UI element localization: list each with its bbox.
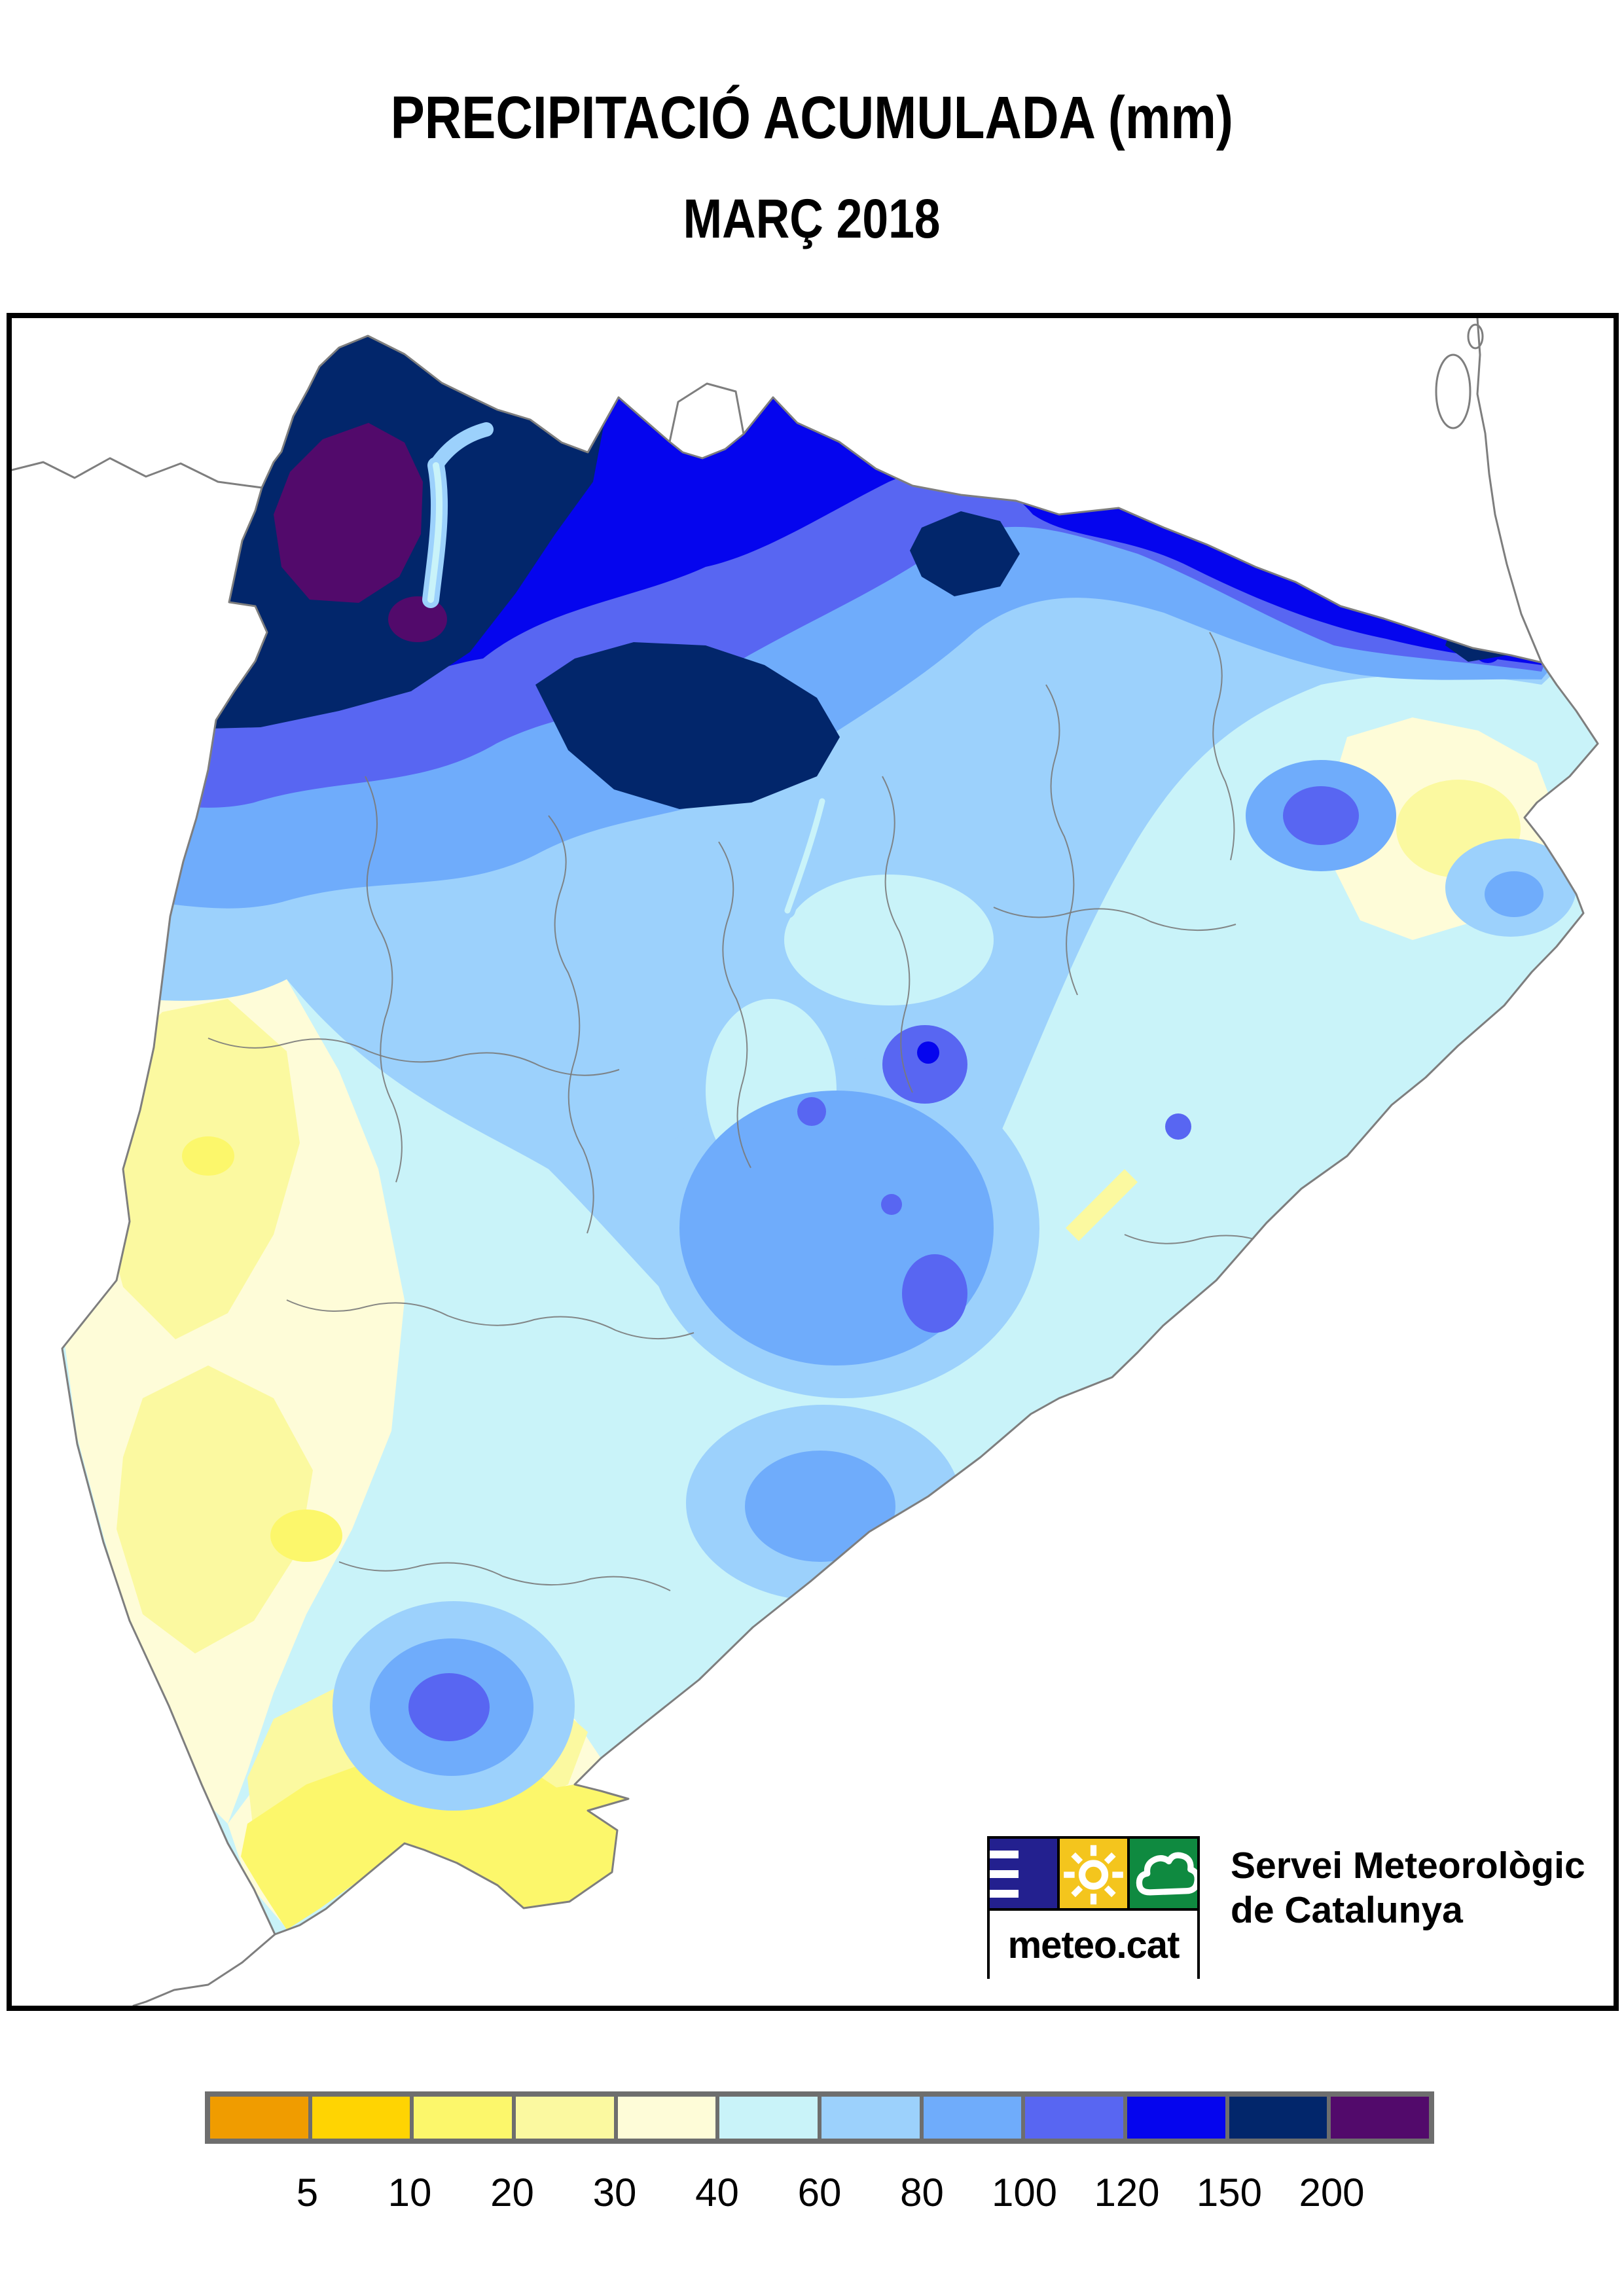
organization-name-line2: de Catalunya — [1231, 1889, 1463, 1931]
logo-brand-text: meteo.cat — [990, 1911, 1197, 1979]
legend-label: 5 — [296, 2171, 319, 2214]
french-coastline — [1476, 318, 1543, 664]
legend-cell — [312, 2097, 410, 2139]
legend-label: 80 — [900, 2171, 944, 2214]
legend-cell — [1127, 2097, 1225, 2139]
page-title-text: PRECIPITACIÓ ACUMULADA (mm) — [390, 84, 1234, 151]
legend-label: 40 — [695, 2171, 739, 2214]
legend-cell — [719, 2097, 818, 2139]
catalonia-outline — [61, 334, 1599, 1936]
flag-bars-icon — [990, 1839, 1057, 1908]
precipitation-fill-layers — [62, 336, 1598, 1934]
french-lagoon-small — [1467, 323, 1484, 350]
legend-cell — [1331, 2097, 1430, 2139]
organization-name-line1: Servei Meteorològic — [1231, 1845, 1585, 1887]
legend-label: 120 — [1094, 2171, 1160, 2214]
legend-label: 200 — [1299, 2171, 1365, 2214]
andorra-border-line — [668, 382, 745, 443]
legend-labels: 5 10 20 30 40 60 80 100 120 150 200 — [205, 2170, 1434, 2216]
legend-label: 30 — [592, 2171, 637, 2214]
map-frame — [7, 313, 1619, 2011]
legend-label: 10 — [388, 2171, 432, 2214]
legend-label: 20 — [490, 2171, 534, 2214]
legend-cell — [1025, 2097, 1124, 2139]
legend-label: 60 — [797, 2171, 842, 2214]
comarca-boundaries — [208, 632, 1365, 1814]
legend-cell — [617, 2097, 716, 2139]
legend-cell — [414, 2097, 513, 2139]
page-subtitle-text: MARÇ 2018 — [683, 188, 941, 249]
organization-name: Servei Meteorològic de Catalunya — [1231, 1843, 1585, 1932]
legend-label: 100 — [991, 2171, 1058, 2214]
legend-cell — [210, 2097, 308, 2139]
outside-boundaries — [12, 318, 1543, 2006]
french-lagoon — [1435, 353, 1471, 429]
france-aragon-border-line — [12, 457, 263, 489]
legend-cell — [821, 2097, 920, 2139]
legend-color-bar — [205, 2091, 1434, 2144]
meteocat-logo: meteo.cat — [987, 1836, 1200, 1979]
legend-label: 150 — [1196, 2171, 1263, 2214]
page-subtitle: MARÇ 2018 — [0, 187, 1624, 251]
cloud-icon — [1130, 1839, 1197, 1908]
layer-over-200 — [274, 423, 447, 642]
legend-cell — [1229, 2097, 1327, 2139]
page-title: PRECIPITACIÓ ACUMULADA (mm) — [0, 84, 1624, 153]
legend-cell — [516, 2097, 614, 2139]
catalonia-precipitation-map — [12, 318, 1599, 2006]
logo-squares — [990, 1839, 1197, 1911]
sun-icon — [1060, 1839, 1127, 1908]
legend-cell — [923, 2097, 1022, 2139]
valencia-coastline — [132, 1933, 276, 2006]
